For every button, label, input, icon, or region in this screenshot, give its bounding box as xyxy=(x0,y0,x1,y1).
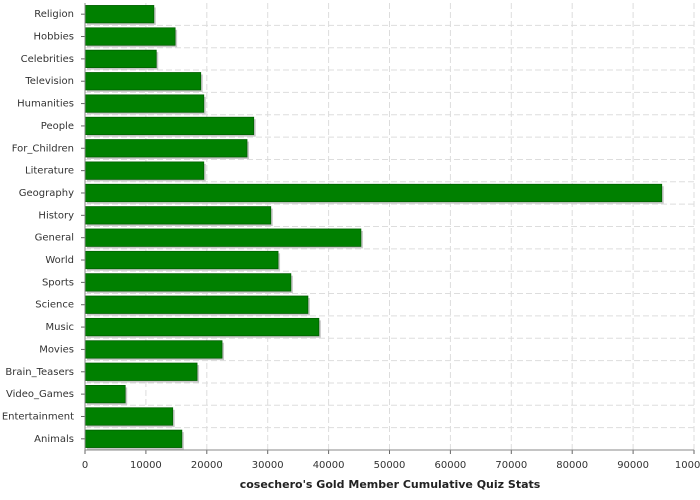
bar xyxy=(84,250,279,270)
x-tick-label: 100000 xyxy=(675,460,700,471)
bar xyxy=(84,273,292,292)
x-tick-label: 80000 xyxy=(556,460,588,471)
bar xyxy=(84,161,205,180)
x-tick-label: 60000 xyxy=(434,460,466,471)
bar xyxy=(84,72,202,91)
y-tick-label: Movies xyxy=(39,344,74,355)
x-tick-label: 30000 xyxy=(252,460,284,471)
y-tick-label: Animals xyxy=(34,434,74,445)
bar xyxy=(84,429,183,448)
y-tick-label: Brain_Teasers xyxy=(5,367,74,378)
x-tick-label: 90000 xyxy=(617,460,649,471)
y-tick-label: Science xyxy=(35,300,74,311)
y-tick-label: Literature xyxy=(25,166,74,177)
y-tick-label: For_Children xyxy=(12,143,74,154)
bar xyxy=(84,27,176,46)
bar xyxy=(84,317,320,337)
y-tick-label: Hobbies xyxy=(34,32,74,43)
y-tick-label: World xyxy=(45,255,74,266)
bar xyxy=(84,94,205,113)
y-tick-label: Geography xyxy=(19,188,74,199)
y-tick-label: Celebrities xyxy=(21,54,74,65)
x-tick-label: 70000 xyxy=(495,460,527,471)
y-tick-label: History xyxy=(38,210,74,221)
x-tick-label: 50000 xyxy=(374,460,406,471)
y-tick-label: Television xyxy=(24,76,74,87)
bar xyxy=(84,295,309,314)
y-tick-label: Video_Games xyxy=(6,389,74,400)
y-tick-label: Religion xyxy=(34,9,74,20)
bar xyxy=(84,340,223,359)
y-tick-label: People xyxy=(41,121,74,132)
bar xyxy=(84,228,362,247)
bar xyxy=(84,139,248,158)
bar xyxy=(84,116,255,136)
bar xyxy=(84,183,663,203)
bar xyxy=(84,385,126,404)
y-tick-label: General xyxy=(35,233,74,244)
bar xyxy=(84,407,174,426)
bar xyxy=(84,49,157,68)
bar xyxy=(84,206,272,225)
x-tick-label: 40000 xyxy=(313,460,345,471)
y-tick-label: Humanities xyxy=(17,99,74,110)
y-tick-label: Sports xyxy=(42,277,74,288)
bar xyxy=(84,362,198,381)
x-tick-label: 10000 xyxy=(130,460,162,471)
bar xyxy=(84,5,155,24)
y-tick-label: Music xyxy=(46,322,74,333)
x-tick-label: 20000 xyxy=(191,460,223,471)
x-tick-label: 0 xyxy=(82,460,88,471)
y-tick-label: Entertainment xyxy=(2,411,74,422)
chart-title: cosechero's Gold Member Cumulative Quiz … xyxy=(240,478,541,491)
